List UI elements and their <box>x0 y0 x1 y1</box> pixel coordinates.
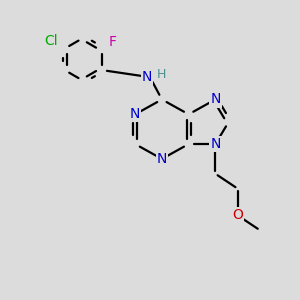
Text: N: N <box>130 107 140 121</box>
Text: Cl: Cl <box>44 34 58 48</box>
Text: O: O <box>232 208 243 222</box>
Text: H: H <box>157 68 167 81</box>
Text: N: N <box>210 92 220 106</box>
Text: N: N <box>210 137 220 151</box>
Text: N: N <box>142 70 152 84</box>
Text: N: N <box>157 152 167 166</box>
Text: F: F <box>109 35 116 50</box>
